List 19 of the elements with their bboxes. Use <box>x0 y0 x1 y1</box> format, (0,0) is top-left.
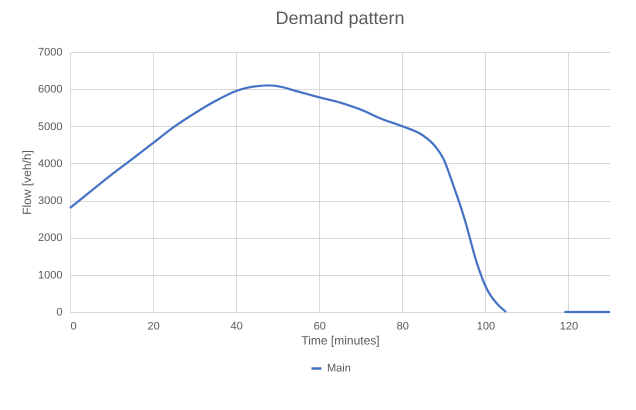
y-tick-label: 1000 <box>38 269 62 282</box>
y-tick-label: 0 <box>56 306 62 318</box>
legend-label: Main <box>327 362 351 374</box>
y-axis-title: Flow [veh/h] <box>20 150 34 215</box>
x-axis-title: Time [minutes] <box>301 334 380 348</box>
chart-title: Demand pattern <box>275 8 405 28</box>
y-tick-label: 3000 <box>38 195 62 208</box>
y-tick-label: 2000 <box>38 232 62 244</box>
x-tick-label: 100 <box>476 320 496 332</box>
x-tick-label: 80 <box>396 320 409 332</box>
y-tick-label: 4000 <box>38 158 62 170</box>
x-tick-label: 20 <box>147 320 160 332</box>
x-tick-label: 120 <box>560 320 578 332</box>
x-tick-label: 0 <box>70 320 77 332</box>
y-tick-label: 7000 <box>38 46 62 58</box>
y-tick-label: 5000 <box>38 120 62 133</box>
y-tick-label: 6000 <box>38 84 62 96</box>
x-tick-label: 60 <box>314 320 326 332</box>
x-tick-label: 40 <box>230 320 243 332</box>
